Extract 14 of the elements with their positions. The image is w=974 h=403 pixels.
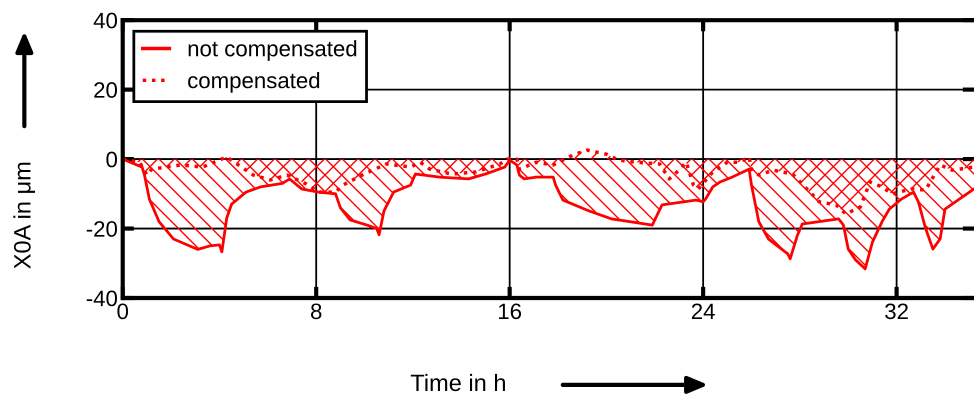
x-axis-title: Time in h (410, 374, 505, 392)
y-tick-label: 0 (106, 152, 117, 168)
y-axis-title: X0A in μm (13, 162, 35, 269)
y-tick-label: -40 (86, 290, 117, 306)
x-tick-label: 32 (885, 303, 908, 320)
y-tick-label: 20 (94, 82, 117, 98)
x-tick-label: 24 (692, 303, 715, 319)
legend-label: compensated (188, 72, 320, 93)
x-tick-label: 8 (310, 303, 322, 320)
legend-label: not compensated (188, 40, 356, 61)
y-tick-label: -20 (86, 221, 117, 237)
x-tick-label: 16 (499, 303, 522, 320)
y-tick-label: 40 (94, 12, 117, 28)
x-tick-label: 0 (117, 303, 128, 320)
